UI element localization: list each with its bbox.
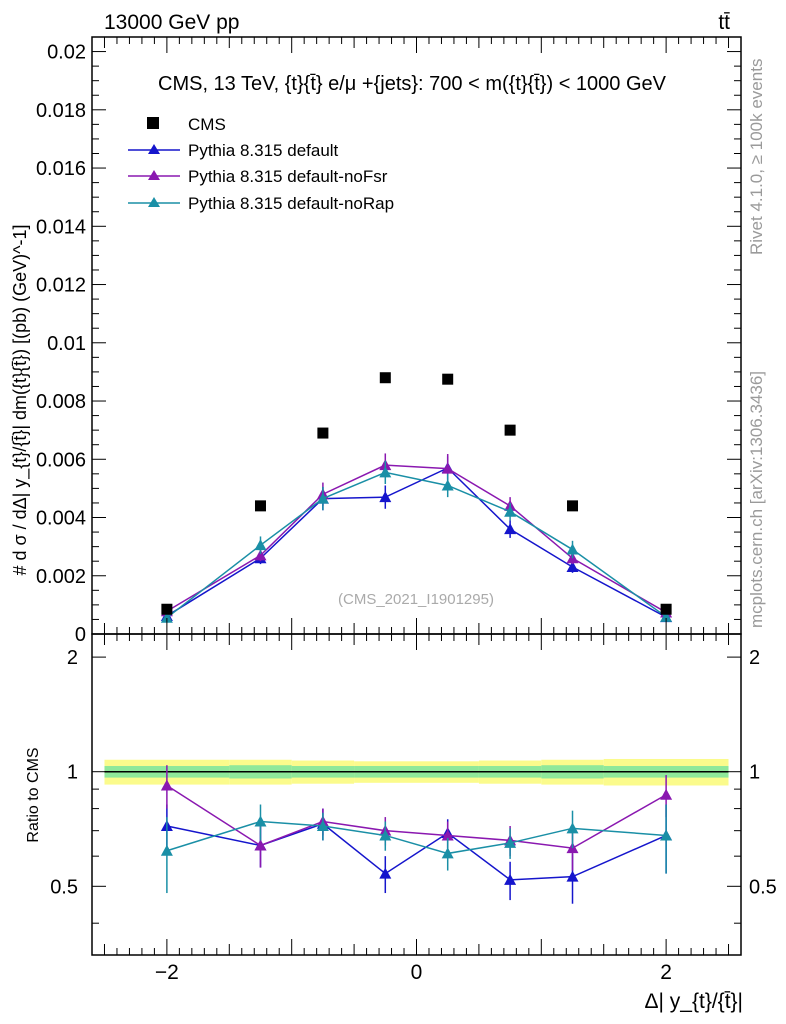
series-point: [441, 462, 454, 474]
data-point: [379, 372, 391, 384]
series-point: [566, 543, 579, 555]
data-point: [161, 603, 173, 615]
data-point: [254, 500, 266, 512]
rivet-version-label: Rivet 4.1.0, ≥ 100k events: [747, 59, 766, 255]
ratio-point: [660, 829, 673, 841]
series-point: [504, 505, 517, 517]
y-tick-label: 0: [75, 624, 86, 646]
ratio-tick-label-right: 1: [749, 762, 760, 784]
y-tick-label: 0.002: [36, 566, 86, 588]
axes: 0 0.002 0.004 0.006 0.008 0.01 0.012 0.014 0.016…: [36, 36, 777, 984]
header-energy: 13000 GeV pp: [104, 11, 239, 34]
ratio-frame: [91, 633, 742, 956]
ratio-tick-label-left: 0.5: [50, 876, 78, 898]
y-tick-label: 0.012: [36, 275, 86, 297]
y-tick-label: 0.004: [36, 508, 86, 530]
main-panel: [160, 372, 673, 623]
x-tick-label: 2: [660, 961, 672, 984]
ratio-axis-label: Ratio to CMS: [25, 747, 42, 842]
series-line: [166, 467, 667, 618]
series-point: [379, 491, 392, 503]
y-tick-label: 0.018: [36, 100, 86, 122]
ratio-panel: [160, 765, 673, 904]
data-point: [504, 424, 516, 436]
y-tick-label: 0.02: [47, 42, 86, 64]
series-point: [566, 561, 579, 573]
y-tick-label: 0.016: [36, 158, 86, 180]
ratio-series-line: [166, 822, 667, 881]
x-tick-label: 0: [411, 961, 423, 984]
series-point: [316, 492, 329, 504]
ratio-point: [441, 847, 454, 859]
y-tick-label: 0.008: [36, 391, 86, 413]
series-line: [166, 464, 667, 614]
ratio-point: [504, 873, 517, 885]
legend: CMS Pythia 8.315 default Pythia 8.315 de…: [128, 115, 394, 213]
ratio-point: [504, 836, 517, 848]
data-point: [317, 427, 329, 439]
legend-label-cms: CMS: [188, 115, 226, 134]
ratio-series-line: [166, 784, 667, 849]
ratio-tick-label-right: 0.5: [749, 876, 777, 898]
ratio-point: [379, 829, 392, 841]
ratio-uncertainty-bands: [104, 758, 729, 786]
x-axis-label: Δ| y_{t}/{t̄}|: [644, 990, 743, 1013]
series-point: [254, 539, 267, 551]
y-tick-label: 0.014: [36, 216, 86, 238]
ratio-series-line: [166, 820, 667, 855]
ratio-point: [160, 779, 173, 791]
legend-marker-norap: [148, 197, 160, 207]
series-point: [254, 549, 267, 561]
data-point: [660, 603, 672, 615]
ratio-point: [441, 829, 454, 841]
legend-marker-cms: [147, 117, 159, 129]
legend-label-default: Pythia 8.315 default: [188, 141, 339, 160]
data-point: [442, 373, 454, 385]
ratio-tick-label-right: 2: [749, 647, 760, 669]
legend-marker-default: [148, 144, 160, 154]
y-tick-label: 0.006: [36, 449, 86, 471]
mcplots-reference-label: mcplots.cern.ch [arXiv:1306.3436]: [747, 371, 766, 628]
series-point: [660, 610, 673, 622]
ratio-point: [566, 822, 579, 834]
series-line: [166, 471, 667, 619]
ratio-point: [316, 820, 329, 832]
header-process: tt̄: [718, 11, 730, 34]
analysis-watermark: (CMS_2021_I1901295): [338, 591, 494, 608]
ratio-point: [566, 870, 579, 882]
series-point: [160, 611, 173, 623]
ratio-point: [254, 839, 267, 851]
y-axis-label: # d σ / dΔ| y_{t}/{t̄}| dm({t}{t̄}) [(pb…: [10, 224, 31, 575]
y-tick-label: 0.01: [47, 333, 86, 355]
ratio-point: [160, 844, 173, 856]
legend-label-norap: Pythia 8.315 default-noRap: [188, 194, 394, 213]
ratio-point: [254, 815, 267, 827]
chart-title: CMS, 13 TeV, {t}{t̄} e/μ +{jets}: 700 < …: [158, 73, 667, 95]
series-point: [441, 479, 454, 491]
ratio-tick-label-left: 1: [67, 762, 78, 784]
data-point: [567, 500, 579, 512]
legend-label-nofsr: Pythia 8.315 default-noFsr: [188, 167, 388, 186]
ratio-point: [660, 788, 673, 800]
series-point: [504, 523, 517, 535]
ratio-point: [379, 867, 392, 879]
ratio-tick-label-left: 2: [67, 647, 78, 669]
legend-marker-nofsr: [148, 170, 160, 180]
x-tick-label: −2: [155, 961, 179, 984]
series-point: [379, 466, 392, 478]
